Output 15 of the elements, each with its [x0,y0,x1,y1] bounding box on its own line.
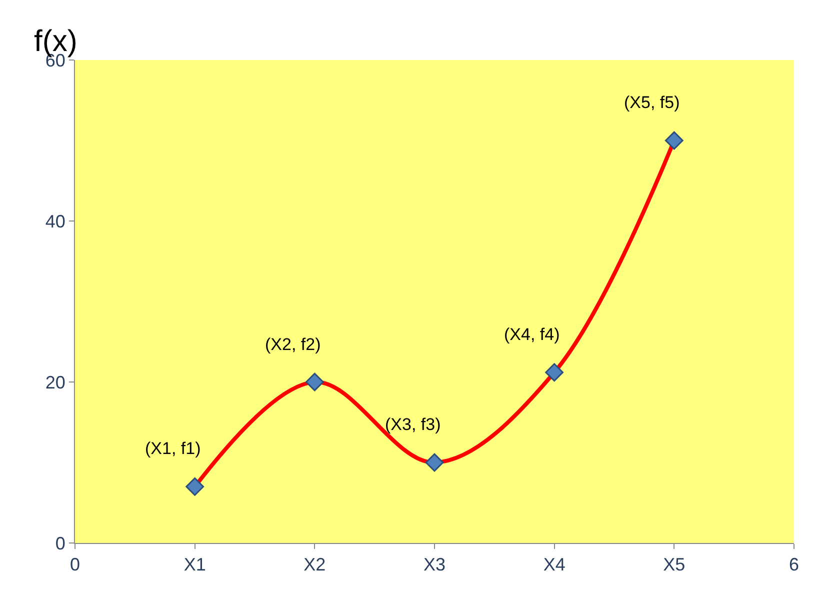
annotation: (X1, f1) [145,439,201,458]
y-tick-label: 40 [45,211,66,232]
x-tick-label: 6 [788,554,800,575]
annotation: (X5, f5) [624,93,680,112]
x-tick-label: X2 [304,554,326,575]
annotation: (X2, f2) [265,335,321,354]
x-tick-label: X1 [184,554,206,575]
x-tick-label: 0 [70,554,80,575]
annotation: (X4, f4) [504,325,560,344]
y-tick-label: 0 [55,533,66,554]
annotation: (X3, f3) [385,415,441,434]
x-tick-label: X3 [423,554,446,575]
x-tick-label: X5 [663,554,686,575]
y-tick-label: 20 [45,372,66,392]
x-tick-label: X4 [543,554,566,575]
